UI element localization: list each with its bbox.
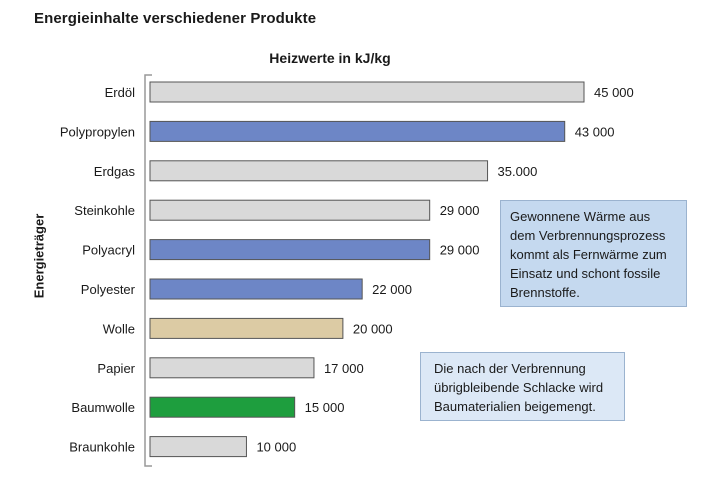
- value-label: 43 000: [575, 124, 615, 139]
- category-label: Erdöl: [105, 85, 135, 100]
- note-line: dem Verbrennungsprozess: [510, 228, 666, 243]
- bar: [149, 199, 431, 221]
- value-label: 20 000: [353, 321, 393, 336]
- note-line: Gewonnene Wärme aus: [510, 209, 651, 224]
- bar: [149, 278, 363, 300]
- value-label: 17 000: [324, 361, 364, 376]
- note-line: Brennstoffe.: [510, 285, 580, 300]
- info-box-district-heating: Gewonnene Wärme aus dem Verbrennungsproz…: [500, 200, 687, 307]
- value-label: 15 000: [305, 400, 345, 415]
- chart-subtitle: Heizwerte in kJ/kg: [269, 50, 391, 66]
- bar: [149, 120, 566, 142]
- category-label: Polypropylen: [60, 124, 135, 139]
- note-line: Einsatz und schont fossile: [510, 266, 661, 281]
- bar: [149, 160, 489, 182]
- category-label: Braunkohle: [69, 440, 135, 455]
- bar: [149, 81, 585, 103]
- bar: [149, 357, 315, 379]
- bar: [149, 317, 344, 339]
- info-box-slag: Die nach der Verbrennung übrigbleibende …: [420, 352, 625, 421]
- category-label: Polyacryl: [82, 243, 135, 258]
- note-line: Baumaterialien beigemengt.: [434, 399, 596, 414]
- note-line: übrigbleibende Schlacke wird: [434, 380, 604, 395]
- note-line: Die nach der Verbrennung: [434, 361, 586, 376]
- value-label: 10 000: [256, 440, 296, 455]
- category-label: Erdgas: [94, 164, 136, 179]
- page-title: Energieinhalte verschiedener Produkte: [34, 10, 317, 27]
- category-label: Polyester: [81, 282, 136, 297]
- category-label: Steinkohle: [74, 203, 135, 218]
- value-label: 29 000: [440, 203, 480, 218]
- value-label: 35.000: [498, 164, 538, 179]
- y-axis-bracket: [144, 74, 152, 467]
- note-line: kommt als Fernwärme zum: [510, 247, 667, 262]
- value-label: 45 000: [594, 85, 634, 100]
- bar: [149, 396, 296, 418]
- bar: [149, 239, 431, 261]
- category-label: Baumwolle: [71, 400, 135, 415]
- category-label: Papier: [97, 361, 135, 376]
- value-label: 22 000: [372, 282, 412, 297]
- value-label: 29 000: [440, 243, 480, 258]
- category-label: Wolle: [103, 321, 135, 336]
- bar: [149, 436, 247, 458]
